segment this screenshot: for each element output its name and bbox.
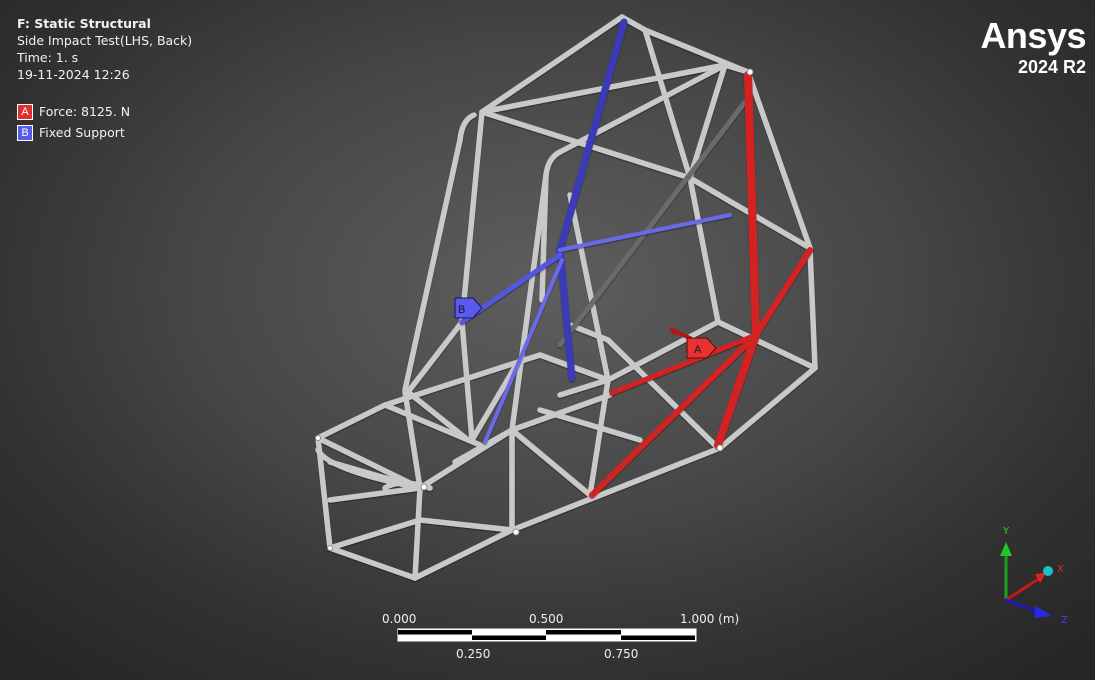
scale-bar — [397, 628, 697, 642]
scale-label-250: 0.250 — [456, 647, 491, 661]
legend-item-support[interactable]: B Fixed Support — [17, 122, 130, 143]
analysis-date: 19-11-2024 12:26 — [17, 67, 130, 82]
diagonal-brace[interactable] — [557, 99, 748, 348]
boundary-condition-legend: A Force: 8125. N B Fixed Support — [17, 101, 130, 143]
scale-label-750: 0.750 — [604, 647, 639, 661]
support-marker-b[interactable]: B — [454, 297, 483, 319]
force-marker-a[interactable]: A — [668, 327, 717, 359]
triad-y-label: Y — [1002, 526, 1010, 537]
axis-triad[interactable]: Y X Z — [1000, 526, 1068, 626]
frame-tubes[interactable] — [315, 14, 818, 581]
force-members[interactable] — [589, 71, 813, 498]
scale-label-1000: 1.000 (m) — [680, 612, 740, 626]
analysis-time: Time: 1. s — [17, 50, 79, 65]
analysis-info: F: Static Structural Side Impact Test(LH… — [17, 15, 192, 83]
frame-nodes — [315, 68, 754, 551]
ansys-logo: Ansys 2024 R2 — [980, 15, 1086, 78]
brand-name: Ansys — [980, 15, 1086, 56]
legend-item-force[interactable]: A Force: 8125. N — [17, 101, 130, 122]
force-marker-label: A — [694, 344, 702, 356]
triad-x-label: X — [1057, 564, 1064, 575]
support-tag-icon: B — [17, 124, 33, 141]
legend-label-support: Fixed Support — [39, 125, 125, 140]
analysis-subtitle: Side Impact Test(LHS, Back) — [17, 33, 193, 48]
triad-z-label: Z — [1061, 615, 1068, 626]
analysis-title: F: Static Structural — [17, 16, 151, 31]
force-tag-icon: A — [17, 103, 33, 120]
brand-version: 2024 R2 — [1017, 57, 1086, 77]
scale-label-500: 0.500 — [529, 612, 564, 626]
scale-label-0: 0.000 — [382, 612, 417, 626]
support-marker-label: B — [458, 304, 465, 316]
legend-label-force: Force: 8125. N — [39, 104, 131, 119]
